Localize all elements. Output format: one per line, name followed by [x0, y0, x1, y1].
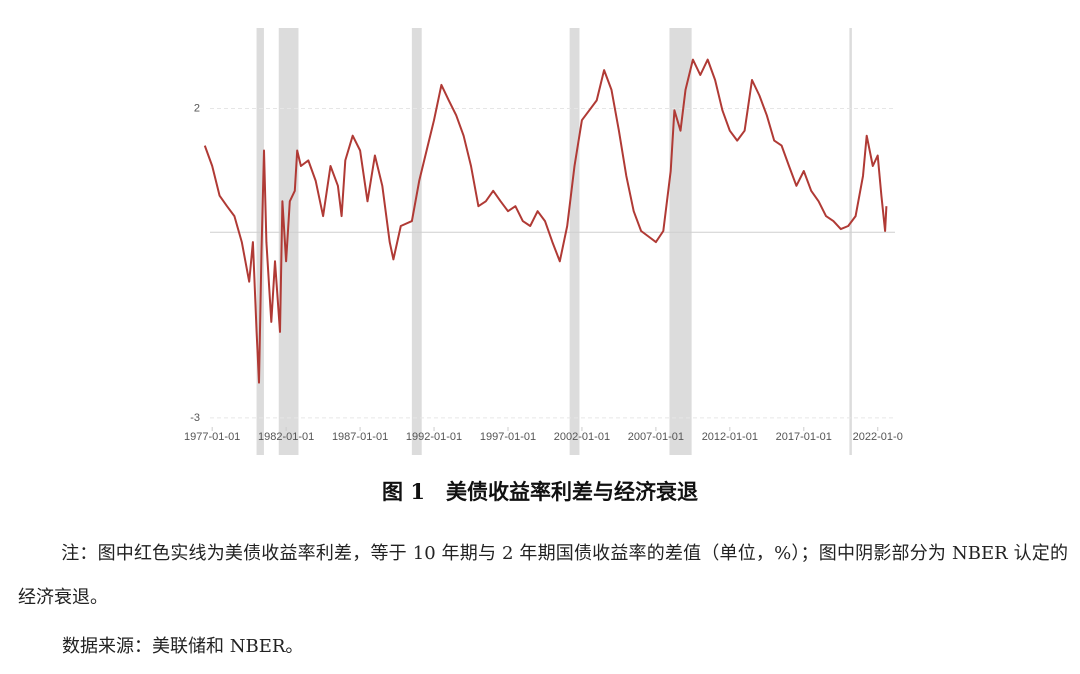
recession-band [669, 28, 692, 455]
x-tick-label: 2007-01-01 [628, 431, 684, 443]
source: 数据来源：美联储和 NBER。 [62, 636, 304, 657]
y-tick-label: -3 [190, 412, 200, 424]
x-tick-label: 1997-01-01 [480, 431, 536, 443]
x-tick-label: 2012-01-01 [702, 431, 758, 443]
recession-band [278, 28, 299, 455]
x-tick-label: 1982-01-01 [258, 431, 314, 443]
x-tick-label: 1992-01-01 [406, 431, 462, 443]
x-tick-label: 1987-01-01 [332, 431, 388, 443]
chart: -3 2 1977-01-01 1982-01-01 1987-01-01 1992-01… [184, 28, 903, 455]
recession-band [569, 28, 580, 455]
y-tick-label: 2 [194, 102, 200, 114]
x-tick-label: 2022-01-0 [853, 431, 903, 443]
recession-band [411, 28, 422, 455]
x-tick-label: 1977-01-01 [184, 431, 240, 443]
caption: 图 1 美债收益率利差与经济衰退 [382, 479, 698, 504]
recession-band [256, 28, 264, 455]
series-line [203, 58, 888, 384]
recession-band [849, 28, 852, 455]
x-tick-label: 2002-01-01 [554, 431, 610, 443]
x-tick-label: 2017-01-01 [776, 431, 832, 443]
note: 注：图中红色实线为美债收益率利差，等于 10 年期与 2 年期国债收益率的差值（… [18, 543, 1068, 608]
